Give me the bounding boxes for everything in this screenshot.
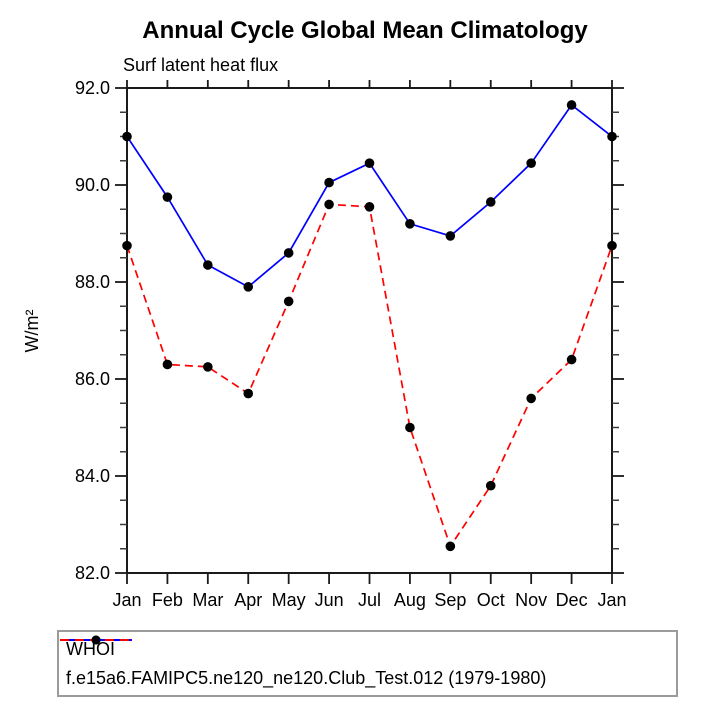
data-point-marker [405,219,415,229]
series-line-solid [126,103,613,288]
y-tick-label: 88.0 [75,272,110,292]
data-point-marker [607,240,617,251]
x-tick-label: Mar [192,590,223,610]
x-tick-label: Feb [152,590,183,610]
data-point-marker [445,541,456,552]
data-point-marker [405,422,415,433]
legend-sample-marker [91,635,101,645]
data-point-marker [526,393,536,404]
chart-title: Annual Cycle Global Mean Climatology [142,17,588,44]
data-point-marker [526,158,536,168]
data-point-marker [485,197,496,207]
x-tick-label: Aug [394,590,426,610]
data-point-marker [566,354,577,365]
chart-subtitle: Surf latent heat flux [123,55,278,75]
data-point-marker [607,131,617,142]
x-tick-label: Jun [315,590,344,610]
x-tick-label: Apr [234,590,262,610]
x-tick-label: Dec [556,590,588,610]
data-point-marker [243,282,254,292]
y-tick-label: 92.0 [75,78,110,98]
x-tick-label: Sep [434,590,466,610]
data-point-marker [566,100,577,110]
y-tick-label: 86.0 [75,369,110,389]
legend-label-model-case: f.e15a6.FAMIPC5.ne120_ne120.Club_Test.01… [66,668,547,689]
data-point-marker [203,260,213,270]
legend-item-model-case: f.e15a6.FAMIPC5.ne120_ne120.Club_Test.01… [60,635,676,691]
data-point-marker [324,199,334,210]
legend-line-sample-dashed [60,635,132,645]
y-tick-label: 90.0 [75,175,110,195]
data-point-marker [122,240,132,251]
data-point-marker [203,362,213,372]
data-point-marker [243,388,254,399]
x-tick-label: May [272,590,306,610]
data-point-marker [283,248,294,258]
plot-area: Jan Feb Mar Apr May Jun Jul Aug Sep Oct Nov Dec Jan 9… [75,78,627,610]
data-point-marker [162,359,173,370]
legend-label-whoi: WHOI [66,638,115,659]
x-tick-label: Jul [358,590,381,610]
data-point-marker [485,480,496,491]
x-tick-label: Jan [597,590,626,610]
y-tick-label: 82.0 [75,563,110,583]
x-tick-label: Oct [477,590,505,610]
data-point-marker [283,296,294,307]
x-tick-label: Nov [515,590,547,610]
data-point-marker [162,192,173,202]
data-point-marker [364,158,375,168]
data-point-marker [364,202,375,212]
legend-item-whoi: WHOI [60,635,676,662]
series-line-dashed [126,203,613,549]
legend-box: WHOI f.e15a6.FAMIPC5.ne120_ne120.Club_Te… [57,630,678,697]
data-point-marker [445,231,456,241]
y-tick-label: 84.0 [75,466,110,486]
x-tick-label: Jan [112,590,141,610]
data-point-marker [122,131,132,142]
y-axis-unit-label: W/m² [22,310,42,353]
data-point-marker [324,177,334,188]
